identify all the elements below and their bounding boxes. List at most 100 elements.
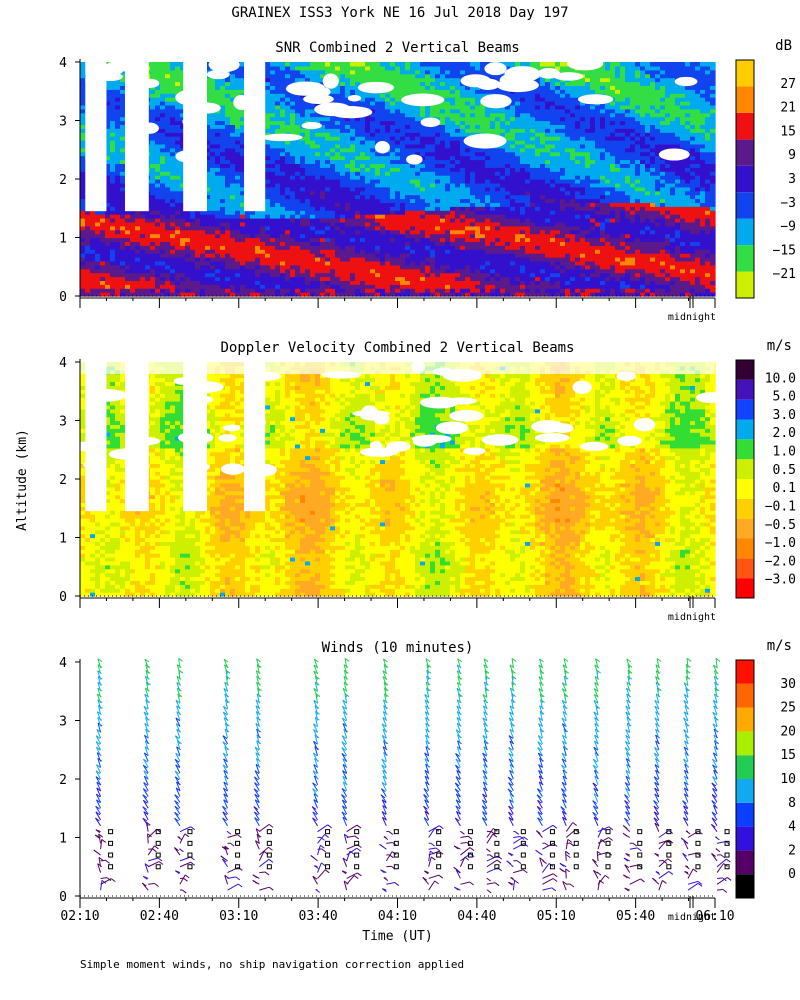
snr-cell [430, 175, 436, 180]
snr-cell [205, 77, 211, 83]
snr-cell [110, 249, 116, 254]
snr-cell [300, 198, 306, 203]
snr-cell [265, 182, 271, 188]
snr-cell [495, 292, 501, 297]
snr-cell [270, 276, 276, 281]
snr-cell [105, 132, 111, 137]
snr-cell [275, 245, 281, 250]
snr-cell [80, 124, 86, 129]
snr-cell [120, 104, 126, 110]
snr-cell [100, 221, 106, 227]
snr-cell [405, 194, 411, 200]
snr-cell [335, 264, 341, 270]
snr-cell [155, 186, 161, 192]
snr-cell [455, 202, 461, 207]
snr-cell [295, 241, 301, 246]
snr-cell [380, 276, 386, 281]
snr-cell [385, 221, 391, 227]
snr-cell [90, 264, 96, 270]
snr-cell [285, 73, 291, 79]
snr-cell [270, 214, 276, 219]
snr-cell [455, 147, 461, 153]
snr-cell [115, 167, 121, 172]
snr-cell [245, 280, 251, 285]
snr-cell [450, 280, 456, 285]
snr-cell [150, 167, 156, 172]
snr-cell [315, 237, 321, 242]
snr-cell [480, 257, 486, 262]
snr-cell [355, 190, 361, 196]
snr-cell [305, 280, 311, 285]
snr-cell [370, 62, 376, 67]
snr-cell [240, 89, 246, 94]
snr-cell [425, 147, 431, 153]
snr-cell [230, 257, 236, 262]
snr-cell [395, 182, 401, 188]
snr-cell [425, 202, 431, 207]
snr-cell [310, 276, 316, 281]
snr-cell [305, 241, 311, 246]
snr-cell [285, 233, 291, 239]
snr-cell [345, 62, 351, 67]
snr-cell [440, 77, 446, 83]
snr-cell [365, 182, 371, 188]
snr-cell [440, 171, 446, 176]
snr-cell [315, 65, 321, 71]
snr-cell [445, 288, 451, 293]
snr-cell [385, 77, 391, 83]
snr-cell [295, 73, 301, 79]
snr-cell [390, 159, 396, 164]
snr-cell [450, 218, 456, 223]
snr-cell [95, 276, 101, 281]
snr-cell [350, 62, 356, 67]
snr-cell [430, 260, 436, 266]
snr-cell [415, 182, 421, 188]
snr-cell [445, 104, 451, 110]
snr-cell [275, 198, 281, 203]
snr-cell [330, 175, 336, 180]
snr-cell [265, 221, 271, 227]
snr-cell [345, 175, 351, 180]
snr-cell [105, 264, 111, 270]
snr-cell [465, 182, 471, 188]
snr-cell [305, 104, 311, 110]
snr-cell [380, 241, 386, 246]
snr-cell [480, 108, 486, 114]
snr-cell [175, 132, 181, 137]
snr-cell [205, 175, 211, 180]
snr-cell [470, 85, 476, 90]
snr-cell [445, 77, 451, 83]
snr-cell [395, 77, 401, 83]
snr-cell [115, 210, 121, 215]
snr-cell [270, 284, 276, 289]
snr-cell [350, 147, 356, 153]
snr-cell [125, 214, 131, 219]
snr-cell [225, 229, 231, 235]
snr-cell [450, 104, 456, 110]
snr-cell [340, 202, 346, 207]
snr-cell [430, 167, 436, 172]
snr-cell [370, 237, 376, 242]
snr-cell [350, 280, 356, 285]
snr-cell [455, 237, 461, 242]
snr-cell [265, 73, 271, 79]
snr-cell [80, 147, 86, 153]
snr-cell [270, 241, 276, 246]
snr-cell [320, 198, 326, 203]
snr-cell [125, 292, 131, 297]
snr-cell [120, 128, 126, 133]
snr-cell [180, 233, 186, 239]
snr-cell [280, 218, 286, 223]
snr-cell [290, 186, 296, 192]
snr-cell [375, 249, 381, 254]
snr-cell [310, 221, 316, 227]
snr-cell [155, 155, 161, 161]
snr-cell [215, 241, 221, 246]
snr-cell [190, 241, 196, 246]
snr-cell [445, 81, 451, 86]
snr-cell [155, 175, 161, 180]
snr-cell [95, 257, 101, 262]
snr-cell [360, 221, 366, 227]
snr-cell [425, 163, 431, 168]
snr-cell [465, 108, 471, 114]
